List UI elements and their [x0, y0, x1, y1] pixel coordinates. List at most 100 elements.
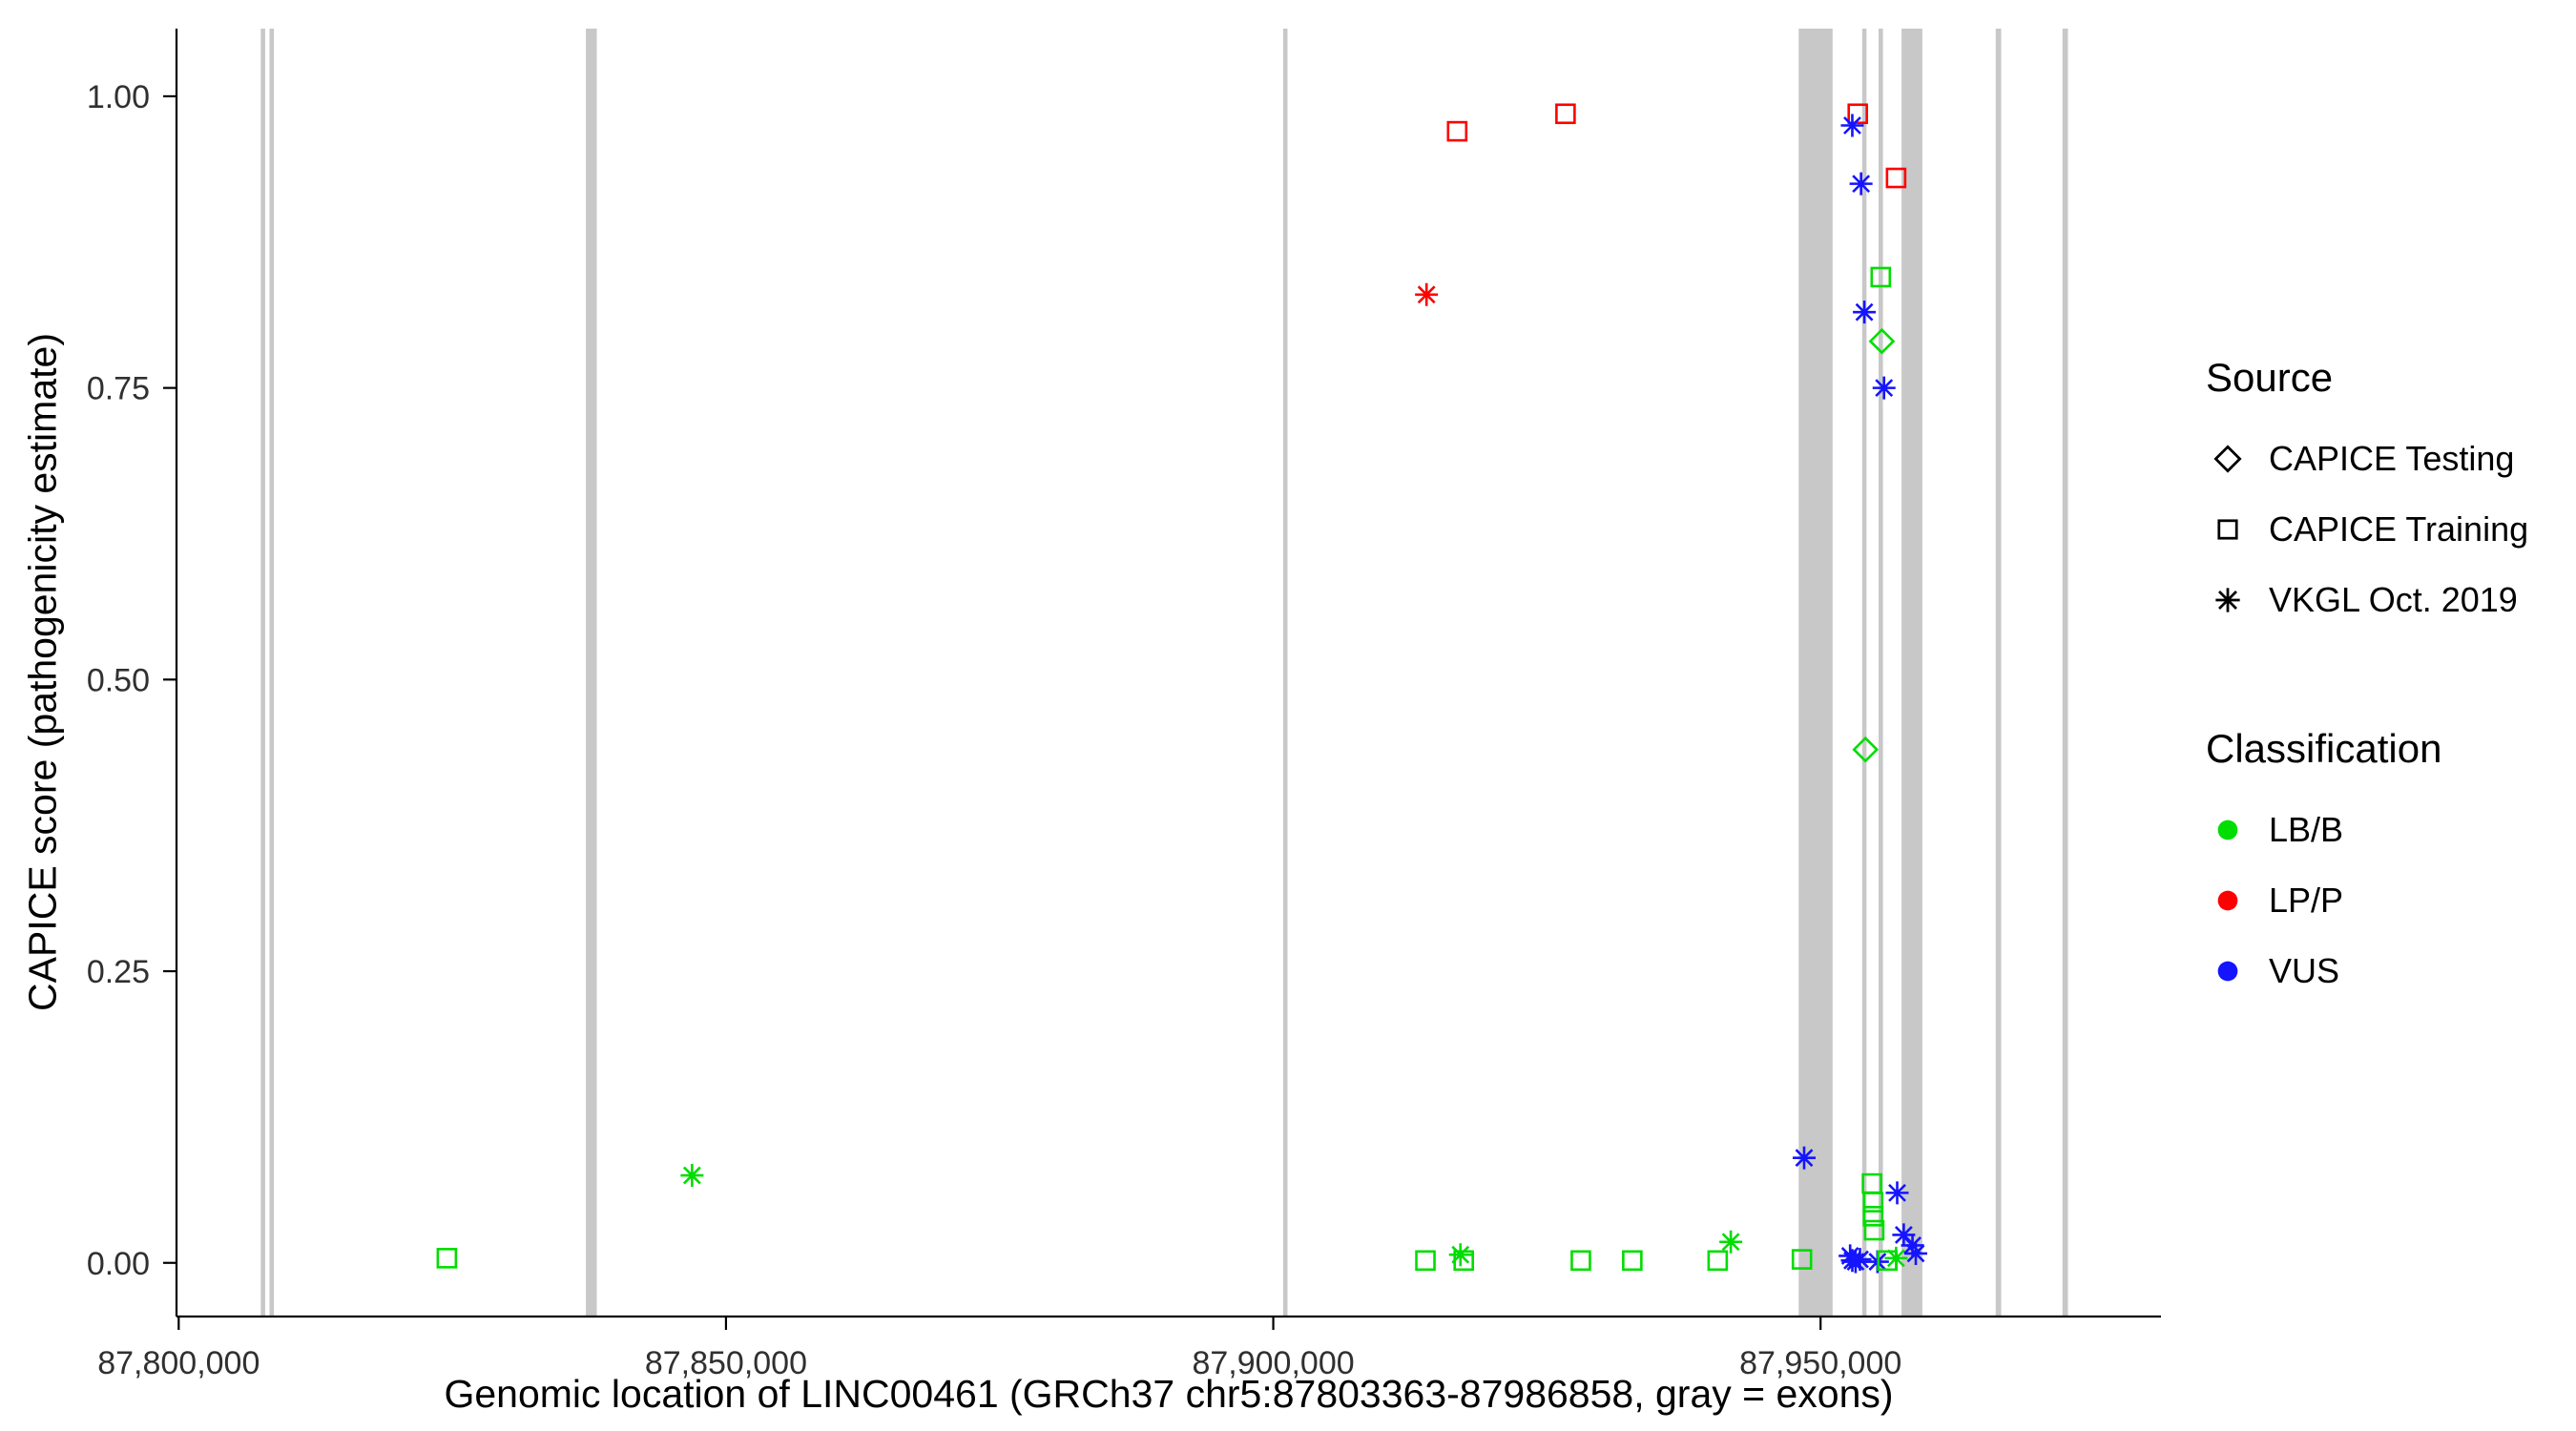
diamond-marker-icon: [1852, 736, 1880, 763]
data-point: [1446, 120, 1468, 142]
data-point: [1840, 114, 1864, 137]
legend-item-capice-testing: CAPICE Testing: [2206, 424, 2528, 494]
legend-item-capice-training: CAPICE Training: [2206, 494, 2528, 565]
diamond-marker-icon: [1868, 327, 1896, 355]
data-point: [1885, 1181, 1909, 1205]
legend-classification-title: Classification: [2206, 726, 2442, 771]
data-point: [1792, 1146, 1816, 1170]
data-point: [1707, 1250, 1729, 1272]
legend-item-label: LB/B: [2269, 810, 2344, 849]
asterisk-marker-icon: [1892, 1223, 1916, 1247]
asterisk-marker-icon: [1719, 1230, 1743, 1254]
y-tick-label: 1.00: [87, 79, 150, 115]
square-marker-icon: [1707, 1250, 1729, 1272]
asterisk-marker-icon: [680, 1164, 704, 1188]
y-tick-label: 0.50: [87, 662, 150, 698]
data-point: [1868, 327, 1896, 355]
exon-band: [1879, 29, 1883, 1317]
square-marker-icon: [1415, 1250, 1436, 1272]
asterisk-marker-icon: [2215, 588, 2240, 612]
exon-band: [260, 29, 265, 1317]
asterisk-marker-icon: [1448, 1243, 1472, 1267]
x-axis-title: Genomic location of LINC00461 (GRCh37 ch…: [444, 1372, 1894, 1416]
square-marker-icon: [1870, 266, 1892, 288]
asterisk-marker-icon: [1415, 282, 1439, 306]
data-point: [1622, 1250, 1643, 1272]
exon-band: [1798, 29, 1833, 1317]
legend-item-label: VKGL Oct. 2019: [2269, 580, 2518, 619]
square-marker-icon: [1570, 1250, 1591, 1272]
x-tick-label: 87,850,000: [645, 1345, 807, 1381]
data-point: [1448, 1243, 1472, 1267]
data-point: [680, 1164, 704, 1188]
exon-band: [1282, 29, 1288, 1317]
asterisk-marker-icon: [1904, 1241, 1928, 1265]
red-dot-icon: [2217, 890, 2238, 911]
square-marker-icon: [2217, 519, 2238, 540]
data-point: [1904, 1241, 1928, 1265]
legend-item-label: CAPICE Training: [2269, 509, 2529, 549]
asterisk-marker-icon: [1840, 114, 1864, 137]
y-tick-label: 0.25: [87, 954, 150, 990]
data-point: [1719, 1230, 1743, 1254]
data-point: [1863, 1219, 1885, 1241]
square-marker-icon: [1862, 1192, 1884, 1213]
data-point: [1843, 1250, 1867, 1274]
data-point: [1415, 1250, 1436, 1272]
asterisk-marker-icon: [1792, 1146, 1816, 1170]
data-point: [1570, 1250, 1591, 1272]
x-tick-label: 87,900,000: [1192, 1345, 1354, 1381]
y-tick-label: 0.75: [87, 371, 150, 407]
legend-panel: Source CAPICE Testing CAPICE Training VK…: [2206, 355, 2528, 1006]
exon-band: [2062, 29, 2068, 1317]
data-point: [1847, 103, 1869, 125]
legend-item-label: LP/P: [2269, 881, 2344, 920]
exon-band: [586, 29, 597, 1317]
legend-item-vkgl: VKGL Oct. 2019: [2206, 565, 2528, 635]
x-tick-label: 87,800,000: [97, 1345, 260, 1381]
legend-source-title: Source: [2206, 355, 2334, 400]
data-point: [1852, 736, 1880, 763]
legend-item-lpp: LP/P: [2206, 865, 2528, 936]
data-point: [1555, 103, 1576, 125]
asterisk-marker-icon: [1901, 1234, 1924, 1257]
data-point: [1453, 1250, 1474, 1272]
exon-band: [269, 29, 275, 1317]
data-point: [1872, 376, 1896, 400]
data-point: [436, 1248, 458, 1269]
legend-item-lbb: LB/B: [2206, 795, 2528, 865]
square-marker-icon: [1885, 167, 1907, 189]
data-point: [1901, 1234, 1924, 1257]
square-marker-icon: [436, 1248, 458, 1269]
square-marker-icon: [1453, 1250, 1474, 1272]
square-marker-icon: [1446, 120, 1468, 142]
data-point: [1415, 282, 1439, 306]
data-point: [1848, 1248, 1872, 1272]
square-marker-icon: [1555, 103, 1576, 125]
green-dot-icon: [2217, 819, 2238, 840]
y-tick-label: 0.00: [87, 1246, 150, 1282]
legend-item-vus: VUS: [2206, 936, 2528, 1006]
diamond-marker-icon: [2213, 445, 2242, 473]
data-point: [1791, 1249, 1813, 1270]
data-point: [1892, 1223, 1916, 1247]
square-marker-icon: [1791, 1249, 1813, 1270]
asterisk-marker-icon: [1853, 301, 1877, 324]
y-axis-title: CAPICE score (pathogenicity estimate): [20, 333, 65, 1011]
data-point: [1862, 1206, 1884, 1227]
data-point: [1870, 266, 1892, 288]
data-point: [1884, 1246, 1908, 1270]
square-marker-icon: [1862, 1206, 1884, 1227]
square-marker-icon: [1622, 1250, 1643, 1272]
square-marker-icon: [1847, 103, 1869, 125]
asterisk-marker-icon: [1848, 1248, 1872, 1272]
data-point: [1853, 301, 1877, 324]
asterisk-marker-icon: [1849, 172, 1873, 196]
data-point: [1885, 167, 1907, 189]
asterisk-marker-icon: [1843, 1250, 1867, 1274]
legend-item-label: VUS: [2269, 951, 2340, 990]
exon-band: [1995, 29, 2002, 1317]
legend-item-label: CAPICE Testing: [2269, 439, 2515, 478]
